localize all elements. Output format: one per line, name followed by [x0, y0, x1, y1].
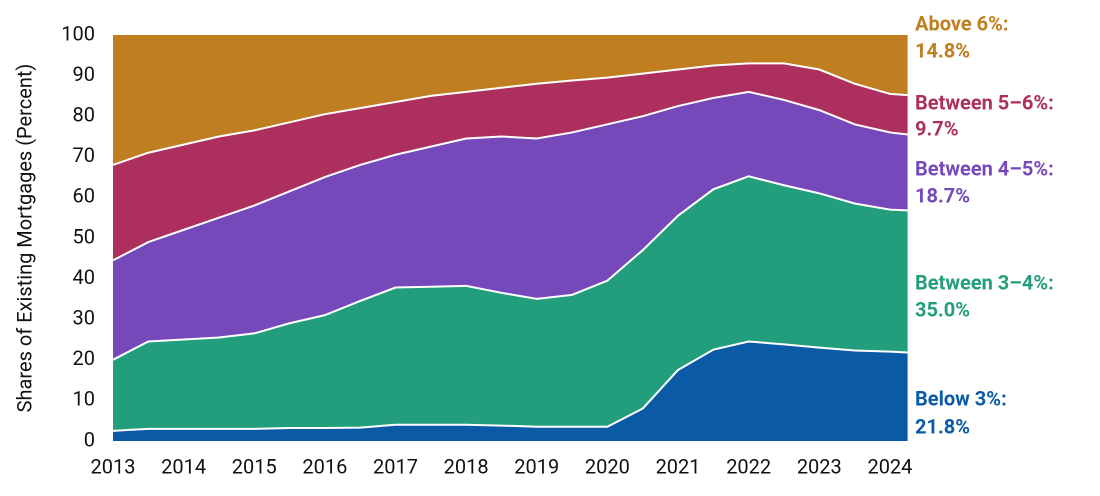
area [113, 63, 908, 261]
y-tick-label: 100 [61, 21, 95, 45]
y-tick-label: 60 [73, 184, 95, 208]
end-value-label: 9.7% [915, 116, 959, 140]
y-tick-label: 20 [73, 346, 95, 370]
boundary-line [112, 90, 908, 262]
end-value-label: 35.0% [915, 297, 970, 321]
x-tick-label: 2022 [726, 454, 771, 478]
x-tick-label: 2020 [585, 454, 630, 478]
x-tick-label: 2017 [373, 454, 418, 478]
legend-label: Below 3%: [915, 386, 1007, 410]
y-tick-label: 0 [84, 427, 95, 451]
y-tick-label: 80 [73, 102, 95, 126]
y-tick-label: 30 [73, 305, 95, 329]
legend-label: Above 6%: [915, 11, 1009, 35]
end-value-label: 21.8% [915, 414, 970, 438]
x-tick-label: 2015 [232, 454, 277, 478]
y-tick-label: 90 [73, 62, 95, 86]
end-value-label: 18.7% [915, 183, 970, 207]
x-tick-label: 2024 [867, 454, 912, 478]
boundary-line [112, 62, 908, 166]
x-tick-label: 2021 [656, 454, 701, 478]
boundary-line [112, 340, 908, 432]
x-tick-label: 2016 [302, 454, 347, 478]
boundary-line [112, 175, 908, 361]
y-tick-label: 70 [73, 143, 95, 167]
x-tick-label: 2018 [444, 454, 489, 478]
legend-label: Between 3–4%: [915, 270, 1054, 294]
x-tick-label: 2014 [161, 454, 206, 478]
area [113, 91, 908, 360]
x-tick-label: 2013 [91, 454, 136, 478]
legend-label: Between 4–5%: [915, 156, 1054, 180]
y-tick-label: 10 [73, 387, 95, 411]
legend-label: Between 5–6%: [915, 90, 1054, 114]
end-value-label: 14.8% [915, 38, 970, 62]
y-tick-label: 40 [73, 265, 95, 289]
x-tick-label: 2023 [797, 454, 842, 478]
y-tick-label: 50 [73, 224, 95, 248]
y-axis-label: Shares of Existing Mortgages (Percent) [12, 64, 36, 413]
area [113, 341, 908, 441]
area [113, 176, 908, 431]
area [113, 35, 908, 165]
x-tick-label: 2019 [514, 454, 559, 478]
